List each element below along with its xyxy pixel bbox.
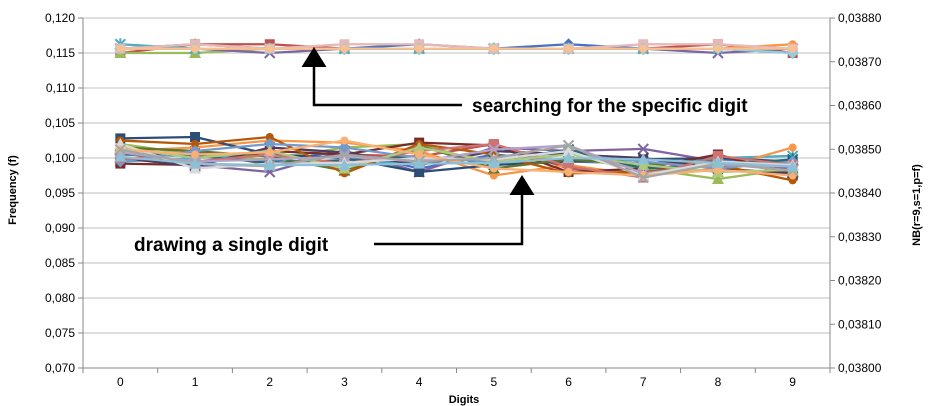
- gridlines: [83, 17, 830, 369]
- series-marker: [637, 159, 650, 170]
- series-line: [120, 155, 793, 168]
- series-marker: [340, 44, 349, 53]
- x-tick-label: 0: [117, 375, 124, 389]
- y2-tick-label: 0,03840: [838, 186, 882, 200]
- series-marker: [563, 161, 574, 172]
- series-marker: [413, 157, 426, 169]
- series-marker: [637, 171, 649, 184]
- y-tick-label: 0,110: [46, 81, 75, 95]
- x-axis-title: Digits: [449, 394, 480, 406]
- series-marker: [191, 140, 200, 148]
- series-marker: [338, 159, 351, 170]
- series-line: [120, 139, 793, 177]
- y-tick-label: 0,100: [45, 151, 75, 165]
- annotation-drawing-arrow: [374, 175, 535, 246]
- annotation-searching-label: searching for the specific digit: [472, 96, 748, 117]
- series-marker: [713, 44, 722, 53]
- y-axis-title: Frequency (f): [7, 155, 19, 225]
- series-marker: [190, 132, 201, 142]
- series-marker: [564, 44, 573, 53]
- series-marker: [340, 136, 349, 145]
- x-tick-label: 6: [565, 375, 572, 389]
- series-marker: [711, 173, 724, 184]
- series-marker: [414, 167, 425, 177]
- x-tick-label: 4: [416, 375, 423, 389]
- series-marker: [637, 143, 649, 155]
- series-marker: [338, 150, 351, 163]
- series-marker: [488, 139, 499, 149]
- series-marker: [413, 141, 426, 153]
- y2-tick-label: 0,03870: [838, 55, 882, 69]
- axis-ticks: 0,070 0,075 0,080 0,085 0,090 0,095 0,100 0,105…: [45, 11, 882, 389]
- series-marker: [265, 133, 274, 141]
- series-marker: [786, 160, 799, 172]
- series-marker: [263, 159, 276, 170]
- y-tick-label: 0,095: [45, 186, 75, 200]
- series-marker: [488, 143, 500, 156]
- y2-tick-label: 0,03810: [838, 317, 882, 331]
- series-marker: [338, 148, 351, 161]
- annotation-searching: searching for the specific digit: [301, 47, 748, 117]
- series-marker: [415, 150, 424, 159]
- series-marker: [562, 145, 575, 156]
- y-tick-label: 0,115: [46, 46, 75, 60]
- series-marker: [562, 139, 575, 152]
- right-axis-series-9: [116, 44, 797, 53]
- y-tick-label: 0,085: [45, 256, 75, 270]
- series-marker: [788, 143, 797, 152]
- series-group-right-axis: [114, 38, 799, 59]
- y2-tick-label: 0,03850: [838, 142, 882, 156]
- y2-axis-title: NB(r=9,s=1,p=f): [911, 164, 923, 246]
- series-marker: [116, 44, 125, 53]
- series-marker: [263, 138, 276, 150]
- series-line: [120, 43, 793, 50]
- annotation-drawing-label: drawing a single digit: [134, 235, 329, 256]
- y-tick-label: 0,080: [45, 291, 75, 305]
- series-marker: [114, 143, 127, 156]
- y-tick-label: 0,070: [45, 361, 75, 375]
- x-tick-label: 2: [266, 375, 273, 389]
- annotation-searching-arrow: [301, 47, 462, 107]
- x-tick-label: 1: [192, 375, 199, 389]
- left-axis-series-20: [114, 150, 799, 172]
- y2-tick-label: 0,03860: [838, 99, 882, 113]
- y-tick-label: 0,075: [45, 326, 75, 340]
- y2-tick-label: 0,03800: [838, 361, 882, 375]
- series-marker: [191, 44, 200, 53]
- series-line: [120, 135, 793, 174]
- y-tick-label: 0,090: [45, 221, 75, 235]
- y2-tick-label: 0,03820: [838, 274, 882, 288]
- x-tick-label: 5: [491, 375, 498, 389]
- x-tick-label: 3: [341, 375, 348, 389]
- series-marker: [562, 152, 575, 163]
- series-marker: [489, 44, 498, 53]
- y-tick-label: 0,120: [45, 11, 75, 25]
- series-marker: [265, 44, 274, 53]
- series-marker: [788, 44, 797, 53]
- x-tick-label: 8: [715, 375, 722, 389]
- series-marker: [564, 168, 573, 176]
- series-marker: [191, 150, 200, 159]
- series-marker: [265, 148, 274, 157]
- series-marker: [639, 44, 648, 53]
- y-tick-label: 0,105: [45, 116, 75, 130]
- series-marker: [189, 157, 202, 169]
- series-line: [120, 142, 793, 179]
- y2-tick-label: 0,03830: [838, 230, 882, 244]
- series-marker: [114, 150, 127, 162]
- series-marker: [487, 156, 500, 168]
- x-tick-label: 7: [640, 375, 647, 389]
- y2-tick-label: 0,03880: [838, 11, 882, 25]
- series-group-left-axis: [114, 132, 799, 185]
- series-marker: [637, 153, 650, 165]
- annotation-drawing: drawing a single digit: [134, 175, 535, 256]
- x-tick-label: 9: [789, 375, 796, 389]
- series-marker: [415, 44, 424, 53]
- series-marker: [711, 156, 724, 168]
